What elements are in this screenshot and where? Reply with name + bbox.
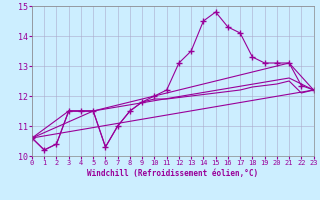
X-axis label: Windchill (Refroidissement éolien,°C): Windchill (Refroidissement éolien,°C) (87, 169, 258, 178)
